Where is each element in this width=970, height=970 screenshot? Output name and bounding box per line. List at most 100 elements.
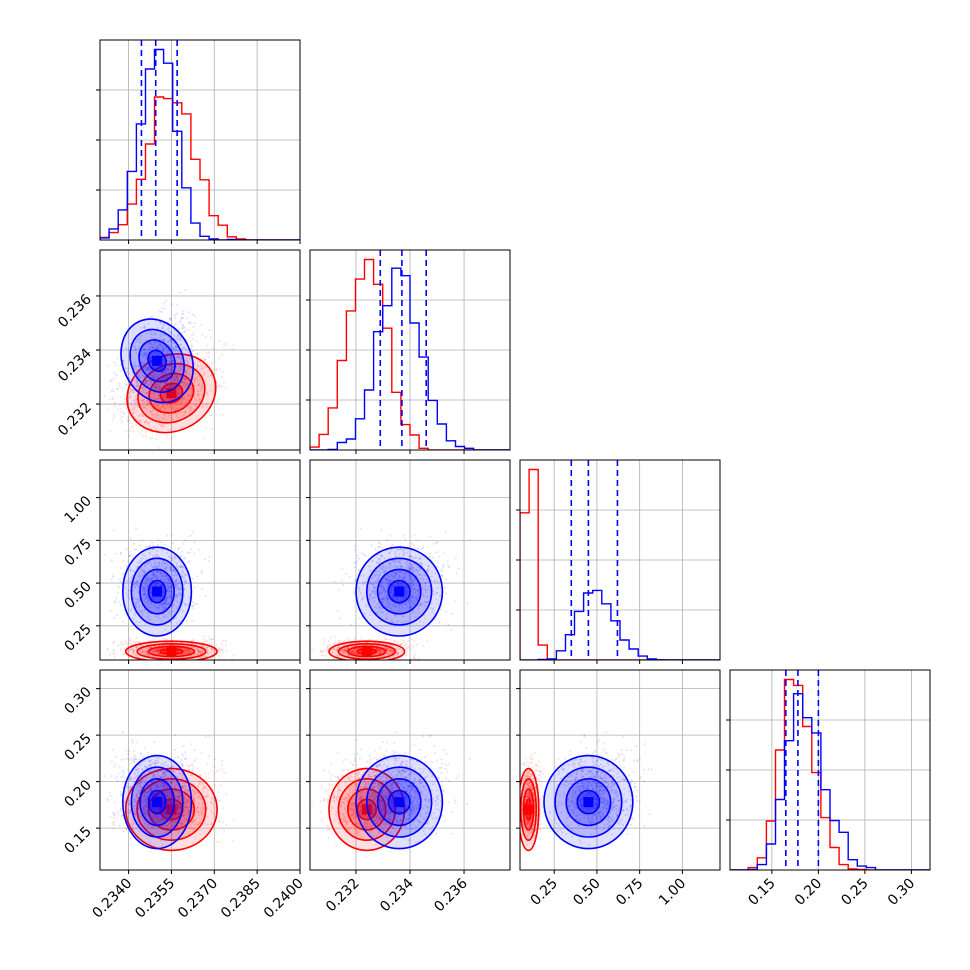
scatter-point [201,333,204,336]
scatter-point [159,367,162,370]
scatter-point [162,338,165,341]
scatter-point [133,379,135,382]
scatter-point [136,382,139,384]
scatter-point [218,647,221,650]
scatter-point [173,384,176,387]
scatter-point [163,376,166,379]
scatter-point [155,584,158,587]
scatter-point [139,557,142,560]
scatter-point [187,372,190,375]
scatter-point [168,578,170,581]
scatter-point [155,413,158,416]
scatter-point [155,351,158,354]
scatter-point [163,576,166,578]
scatter-point [131,426,134,429]
scatter-point [149,379,152,382]
scatter-point [169,621,172,624]
scatter-point [144,587,146,590]
scatter-point [178,587,181,589]
scatter-point [137,650,140,653]
scatter-point [132,650,135,653]
scatter-point [348,639,350,642]
scatter-point [168,398,170,400]
scatter-point [152,548,155,551]
scatter-point [187,651,190,654]
scatter-point [177,356,180,359]
scatter-point [412,644,415,647]
scatter-point [161,371,164,374]
scatter-point [368,638,371,641]
scatter-point [170,371,172,374]
scatter-point [177,407,180,410]
scatter-point [144,420,147,423]
scatter-point [198,651,201,653]
scatter-point [140,353,143,356]
scatter-point [144,596,147,599]
scatter-point [172,378,175,381]
scatter-point [166,340,169,343]
scatter-point [184,372,187,375]
scatter-point [194,404,197,406]
scatter-point [126,416,129,419]
scatter-point [151,315,154,318]
scatter-point [174,579,177,582]
scatter-point [133,652,135,655]
scatter-point [170,385,173,387]
scatter-point [177,337,180,340]
scatter-point [164,387,167,390]
scatter-point [193,362,196,365]
scatter-point [142,326,145,329]
scatter-point [204,647,207,650]
histogram-series-0 [100,48,300,240]
scatter-point [162,339,165,342]
scatter-point [143,348,146,351]
scatter-point [145,379,148,382]
scatter-point [188,650,191,652]
scatter-point [132,412,135,414]
scatter-point [225,344,228,347]
scatter-point [167,399,170,402]
scatter-point [184,372,187,375]
scatter-point [134,401,137,403]
scatter-point [135,606,138,609]
scatter-point [176,376,178,379]
scatter-point [142,651,145,653]
scatter-point [153,343,156,346]
scatter-point [177,379,180,382]
scatter-point [172,569,175,572]
scatter-point [146,407,149,410]
scatter-point [144,653,147,656]
scatter-point [133,542,135,545]
scatter-point [132,617,135,620]
scatter-point [160,378,162,381]
scatter-point [184,386,187,388]
scatter-point [132,373,135,376]
scatter-point [120,411,123,414]
scatter-point [209,374,212,377]
scatter-point [155,383,158,386]
scatter-point [157,565,160,568]
scatter-point [218,357,220,360]
scatter-point [159,597,162,600]
scatter-point [177,392,180,395]
scatter-point [176,622,179,624]
scatter-point [155,562,157,565]
scatter-point [137,581,140,584]
scatter-point [181,346,184,349]
scatter-point [114,364,117,366]
scatter-point [137,373,140,376]
scatter-point [168,364,171,367]
scatter-point [177,411,180,414]
scatter-point [224,643,227,646]
scatter-point [327,639,330,642]
scatter-point [168,364,171,367]
scatter-point [196,367,199,369]
scatter-point [170,595,173,598]
scatter-point [176,392,179,395]
scatter-point [135,364,138,367]
scatter-point [135,409,138,412]
scatter-point [169,330,172,333]
scatter-point [190,344,193,347]
scatter-point [380,529,383,532]
scatter-point [149,333,152,336]
